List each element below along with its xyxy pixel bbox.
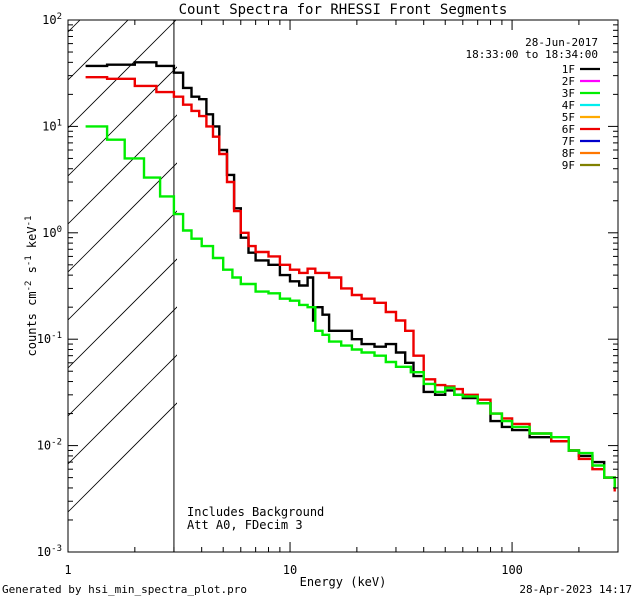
y-axis-label-part: keV (25, 226, 39, 255)
annotation-attenuator: Att A0, FDecim 3 (187, 518, 303, 532)
series-group (85, 61, 616, 492)
series-line-3f (85, 125, 616, 488)
x-tick-label: 100 (501, 563, 523, 577)
hatch-line (68, 66, 177, 177)
chart-title: Count Spectra for RHESSI Front Segments (179, 2, 508, 18)
legend-time-range: 18:33:00 to 18:34:00 (466, 48, 598, 61)
series-line-1f (85, 61, 616, 488)
x-tick-label: 10 (283, 563, 297, 577)
hatch-line (68, 354, 177, 465)
footer-timestamp: 28-Apr-2023 14:17 (519, 583, 632, 596)
hatch-line (68, 306, 177, 417)
y-axis: 10-3 10-2 10-1 100 101 102 (37, 12, 618, 559)
hatch-line (68, 258, 177, 369)
legend-label: 4F (562, 99, 575, 112)
series-line-6f (85, 76, 616, 492)
legend-label: 7F (562, 135, 575, 148)
hatch-line (68, 114, 177, 225)
legend-label: 8F (562, 147, 575, 160)
y-tick-label: 10-2 (37, 438, 62, 453)
footer-generated-by: Generated by hsi_min_spectra_plot.pro (2, 583, 248, 596)
hatch-line (68, 210, 177, 321)
y-axis-label-part: counts cm (25, 291, 39, 356)
legend-label: 9F (562, 159, 575, 172)
y-tick-label: 102 (42, 12, 62, 27)
plot-frame (67, 19, 619, 553)
y-tick-label: 101 (42, 118, 62, 133)
annotation-background: Includes Background (187, 505, 324, 519)
y-axis-label-part: s (25, 266, 39, 280)
legend-date: 28-Jun-2017 (525, 36, 598, 49)
y-axis-label: counts cm-2 s-1 keV-1 (24, 216, 39, 357)
hatch-line (68, 402, 177, 513)
legend-label: 2F (562, 75, 575, 88)
y-tick-label: 100 (42, 225, 62, 240)
y-tick-label: 10-1 (37, 331, 62, 346)
x-tick-label: 1 (64, 563, 71, 577)
hatch-line (68, 162, 177, 273)
y-tick-label: 10-3 (37, 544, 62, 559)
legend-label: 3F (562, 87, 575, 100)
y-axis-label-exp: -2 (24, 281, 34, 292)
x-axis: 1 10 100 (64, 20, 619, 577)
y-axis-label-exp: -1 (24, 216, 34, 227)
legend-label: 5F (562, 111, 575, 124)
x-axis-label: Energy (keV) (300, 575, 387, 589)
legend-label: 6F (562, 123, 575, 136)
y-axis-label-exp: -1 (24, 255, 34, 266)
legend-label: 1F (562, 63, 575, 76)
